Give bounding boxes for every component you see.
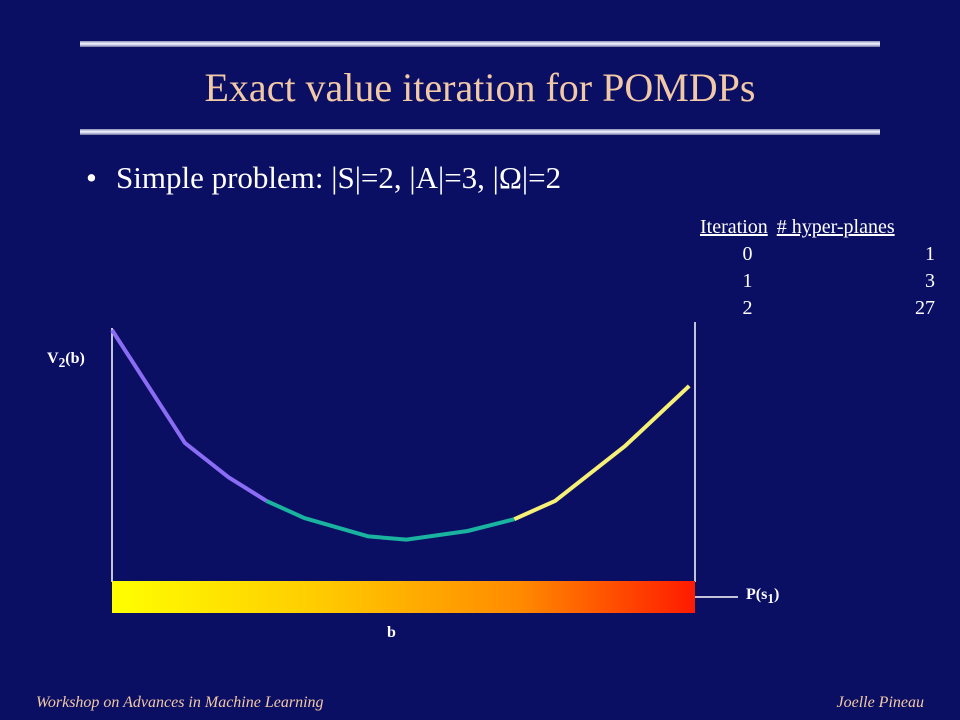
x-axis-label-sub: 1: [767, 591, 774, 607]
title-rule-top: [80, 41, 880, 47]
title-rule-bottom: [80, 129, 880, 135]
table-row: 2 27: [700, 295, 948, 322]
value-segment-2: [265, 499, 515, 542]
slide-title: Exact value iteration for POMDPs: [204, 65, 756, 110]
x-axis-label: P(s1): [746, 586, 779, 607]
iteration-table: Iteration # hyper-planes 0 1 1 3 2 27: [700, 214, 948, 322]
value-function-segments: [110, 328, 691, 542]
table-cell-hyperplanes: 27: [915, 297, 935, 319]
footer-workshop: Workshop on Advances in Machine Learning: [36, 694, 324, 711]
table-header-row: Iteration # hyper-planes: [700, 214, 948, 241]
table-cell-iteration: 0: [742, 243, 753, 265]
table-header-hyperplanes: # hyper-planes: [776, 216, 895, 238]
y-axis-label: V2(b): [47, 350, 85, 371]
y-axis-label-main: V: [47, 350, 59, 367]
table-cell-hyperplanes: 1: [925, 243, 935, 265]
table-row: 0 1: [700, 241, 948, 268]
bullet-text: Simple problem: |S|=2, |A|=3, |Ω|=2: [116, 160, 562, 195]
bullet-item: • Simple problem: |S|=2, |A|=3, |Ω|=2: [86, 158, 561, 198]
y-axis-label-tail: (b): [65, 350, 85, 367]
x-axis-label-main: P(s: [746, 586, 768, 603]
table-row: 1 3: [700, 268, 948, 295]
belief-gradient-bar: [112, 581, 695, 613]
y-axis-label-sub: 2: [58, 355, 66, 371]
belief-label: b: [387, 624, 396, 641]
value-segment-1: [110, 328, 268, 503]
value-segment-3: [513, 384, 691, 522]
footer-author: Joelle Pineau: [836, 694, 924, 711]
table-header-iteration: Iteration: [700, 216, 768, 238]
table-cell-hyperplanes: 3: [925, 270, 935, 292]
table-cell-iteration: 2: [742, 297, 753, 319]
bullet-dot-icon: •: [86, 160, 97, 195]
table-cell-iteration: 1: [742, 270, 753, 292]
x-axis-label-tail: ): [774, 586, 780, 603]
